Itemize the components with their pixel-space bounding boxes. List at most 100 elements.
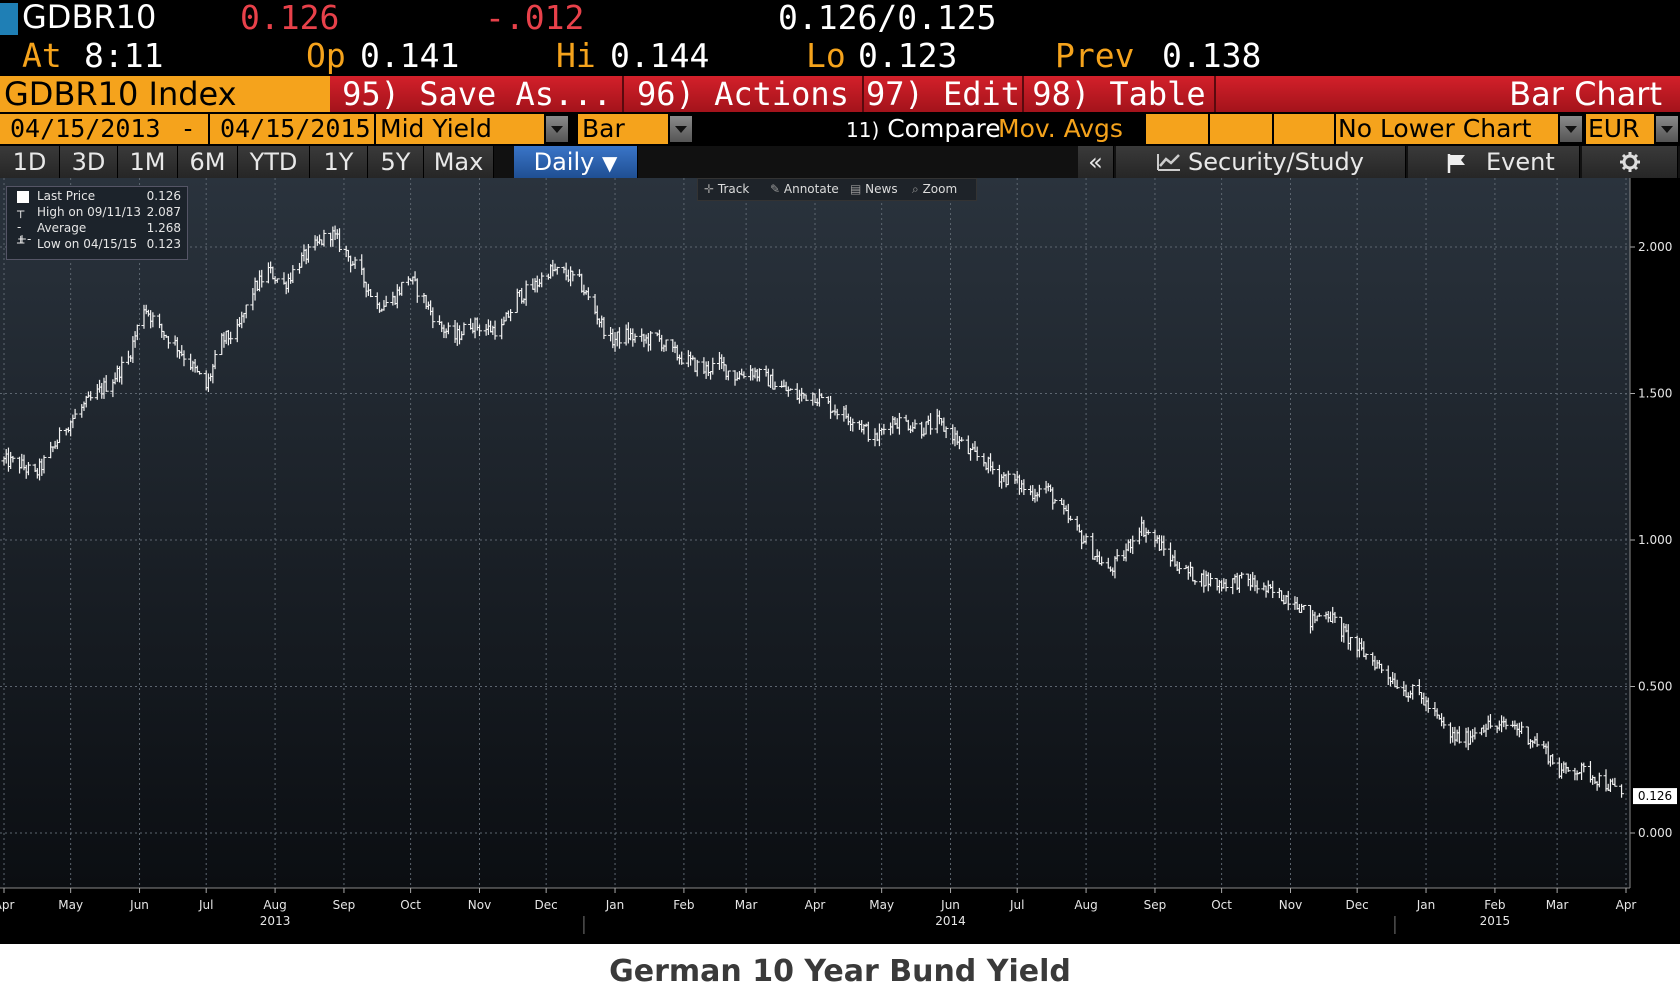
news-label: News [865,182,898,196]
period-tab-1m[interactable]: 1M [118,146,178,178]
currency-select[interactable]: EUR [1586,114,1654,144]
quote-line-1: GDBR10 0.126 -.012 0.126/0.125 [0,0,1680,37]
actions-button[interactable]: 96) Actions ▾ [624,76,864,141]
end-date-field[interactable]: 04/15/2015 [210,114,374,144]
zoom-label: Zoom [922,182,958,196]
price-bar [368,289,374,298]
x-tick-label: Jun [940,898,960,912]
price-bar [88,391,94,401]
price-bar [865,421,871,442]
chart-type-select[interactable]: Bar [578,114,668,144]
price-bar [57,427,63,444]
price-bar [1161,535,1167,556]
price-bar [1347,636,1353,651]
start-date-field[interactable]: 04/15/2013 [0,114,168,144]
event-label: Event [1486,148,1555,176]
price-bar [476,324,482,337]
price-bar [134,324,140,341]
period-tab-6m[interactable]: 6M [178,146,238,178]
track-tool[interactable]: ✛ Track [704,179,766,200]
collapse-button[interactable]: « [1078,146,1114,178]
quote-time: 8:11 [84,36,164,75]
price-bar [399,281,405,296]
legend-row-low: ┴ Low on 04/15/15 0.123 [7,237,187,253]
x-tick-label: Feb [673,898,694,912]
period-tab-1d[interactable]: 1D [0,146,60,178]
price-bar [523,280,529,306]
x-tick-label: May [869,898,894,912]
x-tick-label: May [58,898,83,912]
high-label: Hi [556,36,596,75]
prev-label: Prev [1055,36,1135,75]
ticker-marker [0,3,18,35]
chart-area[interactable]: 0.000 0.500 1.000 1.500 2.000 Apr May Jun Jul Aug… [0,178,1680,944]
period-tab-3d[interactable]: 3D [60,146,118,178]
price-bar [632,333,638,343]
price-bar [119,356,125,385]
field-select[interactable]: Mid Yield [376,114,544,144]
price-bar [1301,604,1307,610]
year-label: 2014 [935,914,966,928]
period-tab-5y[interactable]: 5Y [368,146,424,178]
price-bar [1332,611,1338,623]
period-tab-1y[interactable]: 1Y [310,146,368,178]
legend-label: Last Price [37,189,96,203]
period-tab-ytd[interactable]: YTD [238,146,310,178]
settings-button[interactable] [1582,146,1678,178]
price-bar [10,455,16,463]
study-slot-1[interactable] [1146,114,1208,144]
x-axis-panel [0,888,1630,944]
price-bar [1099,556,1105,566]
year-label: 2015 [1480,914,1511,928]
compare-button[interactable]: 11) Compare [846,114,1001,144]
yield-chart[interactable]: 0.000 0.500 1.000 1.500 2.000 Apr May Jun Jul Aug… [0,178,1680,944]
price-bar [788,388,794,391]
last-price: 0.126 [240,0,340,37]
lower-chart-select[interactable]: No Lower Chart [1336,114,1558,144]
y-axis-panel [1630,178,1680,944]
security-field[interactable]: GDBR10 Index [0,76,330,112]
price-bar [165,336,171,349]
x-tick-label: Jan [605,898,625,912]
price-bar [850,418,856,432]
edit-button[interactable]: 97) Edit ▾ [864,76,1024,141]
price-bar [834,408,840,420]
low-value: 0.123 [858,36,958,75]
frequency-select[interactable]: Daily ▼ [514,146,638,178]
legend-row-average: -+- Average 1.268 [7,221,187,245]
price-bar [1083,533,1089,545]
x-tick-label: Jul [1009,898,1024,912]
open-label: Op [306,36,346,75]
save-as-button[interactable]: 95) Save As... [332,76,624,112]
legend-high-icon: ┬ [17,204,25,218]
price-bar [710,357,716,375]
chart-type-dropdown-icon[interactable] [670,116,692,142]
period-row: 1D 3D 1M 6M YTD 1Y 5Y Max Daily ▼ « Security/St… [0,146,1680,178]
zoom-tool[interactable]: ⌕ Zoom [912,179,972,200]
event-button[interactable]: Event [1408,146,1580,178]
price-bar [1612,777,1618,787]
price-bar [756,368,762,382]
study-chart-icon [1157,154,1180,171]
table-button[interactable]: 98) Table [1024,76,1216,112]
y-tick-label: 2.000 [1638,240,1672,254]
security-study-button[interactable]: Security/Study [1116,146,1406,178]
field-dropdown-icon[interactable] [546,116,568,142]
currency-dropdown-icon[interactable] [1656,116,1678,142]
y-tick-label: 1.000 [1638,533,1672,547]
price-bar [803,394,809,402]
news-tool[interactable]: ▤ News [850,179,908,200]
price-bar [25,462,31,476]
annotate-tool[interactable]: ✎ Annotate [770,179,846,200]
mov-avgs-button[interactable]: Mov. Avgs [998,114,1123,143]
period-tab-max[interactable]: Max [424,146,494,178]
price-bar [616,327,622,349]
lower-chart-dropdown-icon[interactable] [1560,116,1582,142]
study-slot-2[interactable] [1210,114,1272,144]
open-value: 0.141 [360,36,460,75]
price-bar [72,408,78,419]
x-tick-label: Feb [1484,898,1505,912]
price-bar [1052,498,1058,504]
study-slot-3[interactable] [1274,114,1334,144]
price-bar [1503,718,1509,730]
